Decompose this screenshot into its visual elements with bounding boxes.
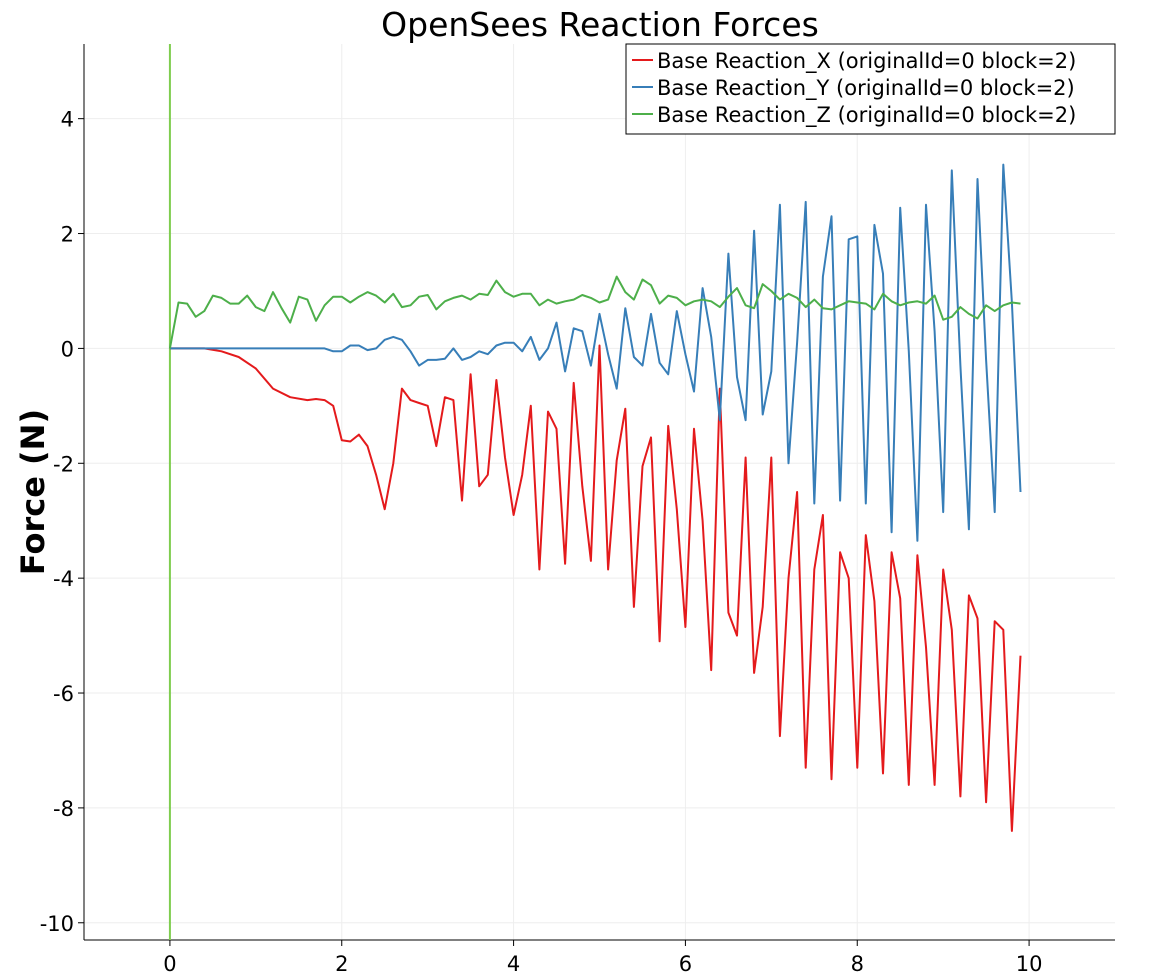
x-tick-label: 8 [851,952,864,976]
y-tick-label: 4 [61,108,74,132]
y-tick-label: -8 [53,797,74,821]
legend-label: Base Reaction_Y (originalId=0 block=2) [657,76,1075,101]
x-tick-label: 4 [507,952,520,976]
series-layer [168,163,1022,832]
x-tick-label: 10 [1016,952,1043,976]
y-axis-title: Force (N) [14,409,52,575]
x-tick-label: 6 [679,952,692,976]
y-tick-label: 0 [61,337,74,361]
legend-label: Base Reaction_Z (originalId=0 block=2) [657,103,1076,128]
tick-layer: 0 2 4 6 8 10 -10 -8 -6 -4 -2 0 2 4 [40,108,1043,976]
series-line-1 [169,344,1022,832]
chart-title: OpenSees Reaction Forces [381,5,819,44]
y-tick-label: -10 [40,912,74,936]
y-tick-label: -4 [53,567,74,591]
y-tick-label: -6 [53,682,74,706]
series-line-2 [169,163,1022,542]
legend-box [625,43,1116,135]
y-tick-label: -2 [53,452,74,476]
x-tick-label: 2 [335,952,348,976]
legend-label: Base Reaction_X (originalId=0 block=2) [657,49,1076,74]
legend: Base Reaction_X (originalId=0 block=2)Ba… [625,43,1116,135]
y-tick-label: 2 [61,223,74,247]
x-tick-label: 0 [163,952,176,976]
axis-layer [83,44,1115,941]
series-line-3 [168,275,1021,349]
